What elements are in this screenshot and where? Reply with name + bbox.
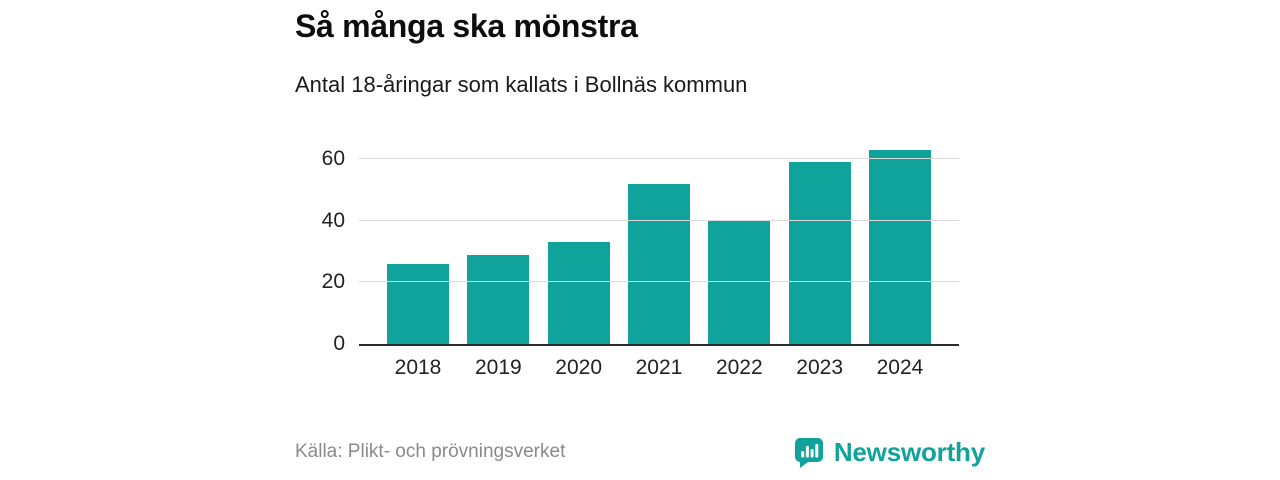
newsworthy-logo-icon <box>794 438 823 468</box>
bars-row <box>359 144 959 344</box>
bar-2024 <box>868 150 931 344</box>
bar-2019 <box>467 254 530 344</box>
x-tick-label-2023: 2023 <box>796 356 843 379</box>
bar-2022 <box>708 220 771 344</box>
x-tick-label-2020: 2020 <box>555 356 603 379</box>
gridline-20 <box>359 281 959 283</box>
infographic-card: Så många ska mönstra Antal 18-åringar so… <box>295 0 985 468</box>
y-tick-label-20: 20 <box>321 270 345 294</box>
footer: Källa: Plikt- och prövningsverket Newswo… <box>295 436 985 468</box>
bar-2020 <box>547 242 610 344</box>
plot-area: 0 20 40 60 <box>322 144 959 355</box>
y-tick-label-40: 40 <box>321 208 345 232</box>
y-tick-label-60: 60 <box>321 147 345 171</box>
bar-2018 <box>387 264 449 344</box>
source-note: Källa: Plikt- och prövningsverket <box>295 441 566 462</box>
bar-2021 <box>627 184 690 344</box>
brand-name: Newsworthy <box>833 436 985 467</box>
x-tick-label-2022: 2022 <box>715 356 763 379</box>
x-tick-label-2021: 2021 <box>635 356 683 379</box>
x-labels-row: 2018 2019 2020 2021 2022 2023 2024 <box>359 356 959 380</box>
y-tick-label-0: 0 <box>333 332 345 355</box>
x-tick-label-2018: 2018 <box>394 356 442 379</box>
gridline-40 <box>359 219 959 221</box>
x-tick-label-2024: 2024 <box>876 356 924 379</box>
x-tick-label-2019: 2019 <box>474 356 522 379</box>
bar-chart: 0 20 40 60 2018 2019 2020 2021 2022 2023 2024 <box>295 144 985 380</box>
page-title: Så många ska mönstra <box>295 8 638 44</box>
newsworthy-logo: Newsworthy <box>793 436 985 468</box>
bar-2023 <box>788 162 851 344</box>
gridline-60 <box>359 158 959 160</box>
chart-subtitle: Antal 18-åringar som kallats i Bollnäs k… <box>295 72 748 97</box>
